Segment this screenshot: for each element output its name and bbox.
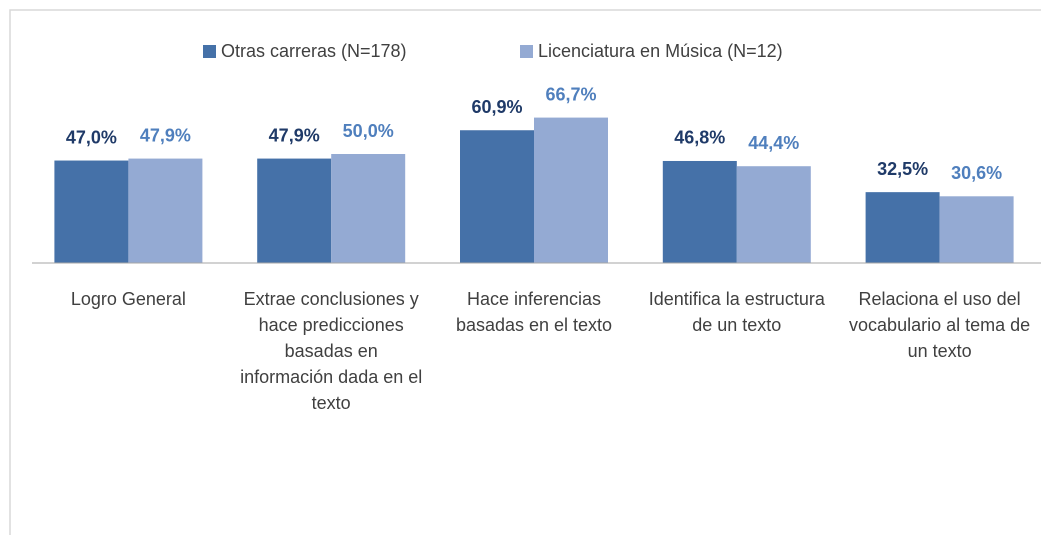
legend-label: Otras carreras (N=178): [221, 41, 407, 61]
data-label: 50,0%: [343, 121, 394, 141]
bar: [736, 166, 811, 263]
bar: [257, 158, 332, 263]
data-label: 47,0%: [66, 127, 117, 147]
legend-label: Licenciatura en Música (N=12): [538, 41, 783, 61]
x-tick-label-line: Logro General: [71, 289, 186, 309]
chart-border: [9, 9, 1041, 535]
bar: [865, 192, 940, 263]
x-tick-label-line: Hace inferencias: [467, 289, 601, 309]
bar: [939, 196, 1014, 263]
legend-swatch: [203, 45, 216, 58]
bar: [662, 160, 737, 263]
bar: [460, 130, 534, 263]
x-tick-label-line: hace predicciones: [259, 315, 404, 335]
x-tick-label-line: texto: [312, 393, 351, 413]
bar: [54, 160, 129, 263]
x-tick-label: Hace inferencias basadas en el texto: [456, 289, 612, 335]
data-label: 30,6%: [951, 163, 1002, 183]
x-tick-label: Relaciona el uso del vocabulario al tema …: [849, 289, 1030, 361]
data-label: 47,9%: [140, 125, 191, 145]
x-tick-label-line: de un texto: [692, 315, 781, 335]
x-tick-label-line: vocabulario al tema de: [849, 315, 1030, 335]
x-tick-label-line: Extrae conclusiones y: [244, 289, 419, 309]
x-tick-label-line: basadas en el texto: [456, 315, 612, 335]
bar: [128, 158, 203, 263]
x-tick-label-line: información dada en el: [240, 367, 422, 387]
x-tick-label-line: basadas en: [285, 341, 378, 361]
x-tick-label-line: Identifica la estructura: [649, 289, 826, 309]
legend-swatch: [520, 45, 533, 58]
x-tick-label-line: un texto: [908, 341, 972, 361]
x-tick-label: Extrae conclusiones y hace predicciones ba…: [240, 289, 422, 413]
bar: [534, 117, 608, 264]
data-label: 46,8%: [674, 128, 725, 148]
x-tick-label-line: Relaciona el uso del: [859, 289, 1021, 309]
data-label: 32,5%: [877, 159, 928, 179]
bar: [331, 154, 406, 263]
data-label: 60,9%: [471, 97, 522, 117]
x-tick-label: Identifica la estructura de un texto: [649, 289, 826, 335]
data-label: 44,4%: [748, 133, 799, 153]
data-label: 47,9%: [269, 125, 320, 145]
x-tick-label: Logro General: [71, 289, 186, 309]
data-label: 66,7%: [545, 84, 596, 104]
